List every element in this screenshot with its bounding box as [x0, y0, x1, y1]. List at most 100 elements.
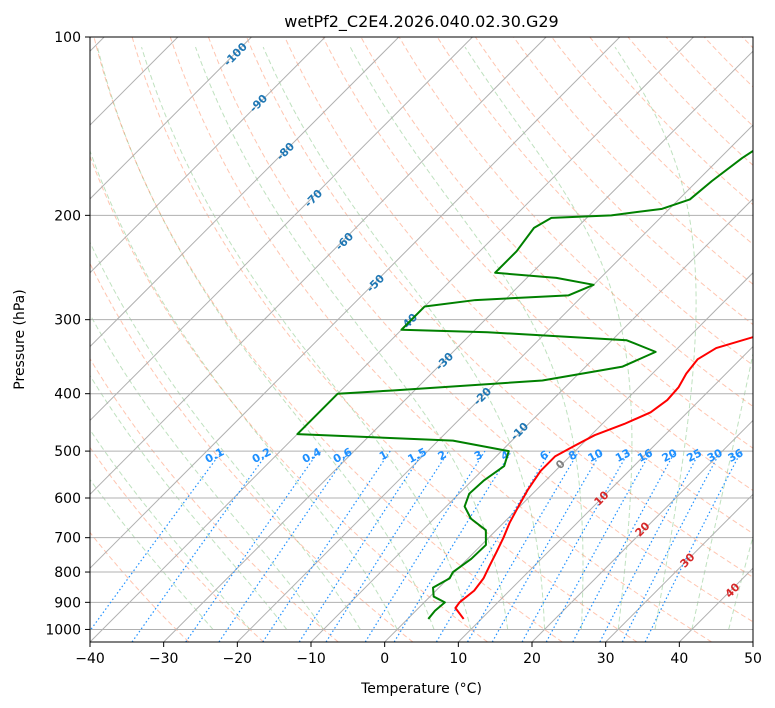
y-tick-label: 400: [54, 387, 81, 403]
dry-adiabat-line: [90, 357, 339, 642]
mixing-ratio-label: 2: [436, 448, 449, 463]
x-tick-label: 20: [523, 651, 541, 667]
moist-adiabat-line: [90, 374, 288, 630]
x-axis-label: Temperature (°C): [360, 681, 482, 697]
isotherm-line: [90, 37, 473, 422]
x-tick-label: −20: [223, 651, 253, 667]
mixing-ratio-label: 25: [684, 446, 704, 465]
mixing-ratio-line: [545, 450, 652, 642]
y-tick-label: 600: [54, 491, 81, 507]
y-tick-label: 900: [54, 595, 81, 611]
mixing-ratio-line: [185, 450, 320, 642]
dry-adiabat-label: -60: [333, 230, 356, 253]
moist-adiabat-line: [464, 46, 633, 630]
dry-adiabat-line: [665, 37, 753, 127]
dry-adiabat-line: [284, 37, 753, 535]
isotherm-line: [752, 641, 753, 642]
y-tick-label: 1000: [45, 622, 81, 638]
dry-adiabat-line: [436, 37, 753, 366]
x-tick-label: −10: [296, 651, 326, 667]
mixing-ratio-line: [599, 450, 701, 642]
mixing-ratio-line: [131, 450, 270, 642]
isotherm-line: [90, 37, 621, 569]
moist-adiabat-line: [90, 478, 214, 630]
dry-adiabat-line: [513, 37, 753, 285]
dry-adiabat-line: [93, 37, 563, 642]
moist-adiabat-line: [90, 241, 361, 630]
isotherm-line: [236, 124, 753, 642]
mixing-ratio-line: [644, 450, 742, 642]
moist-adiabat-line: [141, 46, 472, 630]
isotherm-line: [531, 419, 753, 642]
mixing-ratio-line: [325, 450, 450, 642]
mixing-ratio-line: [90, 450, 223, 632]
y-axis-label: Pressure (hPa): [12, 289, 28, 389]
mixing-ratio-label: 13: [613, 446, 633, 465]
x-tick-label: 10: [449, 651, 467, 667]
dry-adiabats: [90, 37, 753, 642]
mixing-ratio-line: [572, 450, 676, 642]
isotherm-line: [457, 345, 753, 642]
moist-adiabat-line: [262, 46, 546, 630]
mixing-ratio-label: 20: [660, 446, 680, 465]
dry-adiabat-line: [90, 446, 264, 642]
mixing-ratio-label: 6: [538, 448, 551, 463]
isotherm-line: [90, 37, 252, 200]
dewpoint-line: [296, 149, 753, 620]
plot-frame: [89, 36, 754, 643]
x-tick-label: 40: [670, 651, 688, 667]
dry-adiabat-label: -10: [508, 420, 531, 443]
dry-adiabat-label: 20: [633, 519, 653, 539]
isotherm-line: [90, 37, 694, 642]
mixing-ratio-label: 3: [472, 448, 485, 463]
moist-adiabat-line: [195, 46, 509, 630]
isobars: [90, 37, 753, 630]
mixing-ratio-label: 1.5: [406, 445, 429, 466]
moist-adiabat-line: [691, 351, 753, 630]
x-tick-label: −40: [75, 651, 105, 667]
dry-adiabat-line: [207, 37, 753, 623]
y-tick-label: 200: [54, 208, 81, 224]
isotherm-line: [384, 272, 753, 642]
moist-adiabat-line: [728, 534, 753, 630]
x-axis: −40 −30 −20 −10 0 10 20 30 40 50: [75, 642, 762, 667]
dry-adiabat-line: [703, 37, 753, 88]
isotherm-line: [90, 37, 400, 348]
dry-adiabat-line: [169, 37, 713, 642]
y-tick-label: 800: [54, 565, 81, 581]
mixing-ratio-label: 0.4: [300, 445, 324, 466]
moist-adiabat-line: [90, 313, 324, 630]
x-tick-label: 30: [597, 651, 615, 667]
chart-title: wetPf2_C2E4.2026.040.02.30.G29: [284, 12, 558, 32]
dry-adiabat-line: [322, 37, 753, 492]
dry-adiabat-label: -80: [274, 140, 297, 163]
dry-adiabat-line: [131, 37, 638, 642]
mixing-ratio-label: 0.2: [250, 445, 273, 466]
isotherms: [90, 37, 753, 642]
mixing-ratio-label: 10: [586, 446, 606, 465]
mixing-ratio-label: 30: [705, 446, 725, 465]
x-tick-label: −30: [149, 651, 179, 667]
dry-adiabat-line: [90, 531, 190, 642]
temperature-line: [454, 336, 753, 620]
dry-adiabat-label: -30: [433, 350, 456, 373]
isotherm-line: [678, 567, 753, 642]
dry-adiabat-line: [90, 262, 414, 642]
profile-lines: [296, 149, 753, 620]
x-tick-label: 0: [380, 651, 389, 667]
isotherm-line: [90, 37, 326, 274]
dry-adiabat-line: [90, 154, 488, 642]
y-axis: 100 200 300 400 500 600 700 800 900 1000: [45, 30, 90, 638]
y-tick-label: 700: [54, 531, 81, 547]
dry-adiabat-line: [360, 37, 753, 449]
isotherm-line: [90, 37, 547, 496]
mixing-ratio-line: [298, 450, 425, 642]
y-tick-label: 300: [54, 313, 81, 329]
mixing-ratio-label: 0.1: [203, 445, 226, 466]
y-tick-label: 100: [54, 30, 81, 46]
dry-adiabat-line: [551, 37, 753, 245]
moist-adiabat-line: [349, 46, 584, 630]
moist-adiabats: [90, 46, 753, 630]
mixing-ratio-label: 16: [635, 446, 655, 465]
